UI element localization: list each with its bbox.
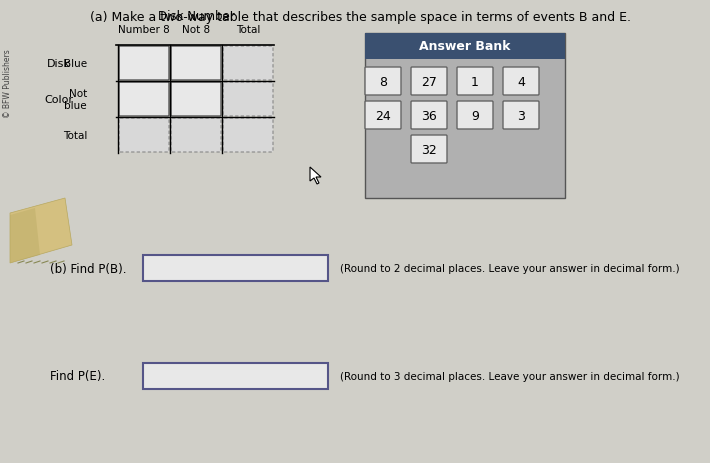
Text: 8: 8 [379, 75, 387, 88]
Text: 32: 32 [421, 143, 437, 156]
Polygon shape [310, 168, 321, 185]
Text: (Round to 2 decimal places. Leave your answer in decimal form.): (Round to 2 decimal places. Leave your a… [340, 263, 679, 274]
FancyBboxPatch shape [119, 47, 169, 81]
Text: Blue: Blue [64, 59, 87, 69]
Text: (b) Find P(B).: (b) Find P(B). [50, 262, 126, 275]
FancyBboxPatch shape [411, 68, 447, 96]
Text: Disk Number: Disk Number [158, 10, 234, 23]
Text: 3: 3 [517, 109, 525, 122]
FancyBboxPatch shape [171, 119, 221, 153]
Text: © BFW Publishers: © BFW Publishers [4, 50, 13, 118]
FancyBboxPatch shape [365, 34, 565, 199]
Text: Number 8: Number 8 [118, 25, 170, 35]
FancyBboxPatch shape [119, 83, 169, 117]
FancyBboxPatch shape [365, 102, 401, 130]
FancyBboxPatch shape [365, 68, 401, 96]
FancyBboxPatch shape [119, 119, 169, 153]
Text: 36: 36 [421, 109, 437, 122]
Text: Disk: Disk [47, 59, 71, 69]
FancyBboxPatch shape [171, 83, 221, 117]
FancyBboxPatch shape [457, 102, 493, 130]
Text: (a) Make a two-way table that describes the sample space in terms of events B an: (a) Make a two-way table that describes … [89, 11, 630, 24]
FancyBboxPatch shape [143, 256, 328, 282]
FancyBboxPatch shape [223, 119, 273, 153]
FancyBboxPatch shape [503, 68, 539, 96]
Text: 9: 9 [471, 109, 479, 122]
Text: 4: 4 [517, 75, 525, 88]
Text: Not
blue: Not blue [65, 89, 87, 111]
Text: (Round to 3 decimal places. Leave your answer in decimal form.): (Round to 3 decimal places. Leave your a… [340, 371, 679, 381]
FancyBboxPatch shape [223, 83, 273, 117]
FancyBboxPatch shape [411, 136, 447, 163]
Polygon shape [10, 208, 40, 263]
Text: Total: Total [62, 131, 87, 141]
Text: Total: Total [236, 25, 260, 35]
FancyBboxPatch shape [171, 47, 221, 81]
Text: Not 8: Not 8 [182, 25, 210, 35]
Text: 24: 24 [375, 109, 391, 122]
FancyBboxPatch shape [503, 102, 539, 130]
FancyBboxPatch shape [223, 47, 273, 81]
Text: 1: 1 [471, 75, 479, 88]
Text: Color: Color [45, 95, 74, 105]
FancyBboxPatch shape [143, 363, 328, 389]
Text: Answer Bank: Answer Bank [419, 40, 510, 53]
FancyBboxPatch shape [411, 102, 447, 130]
Polygon shape [10, 199, 72, 263]
Text: Find P(E).: Find P(E). [50, 369, 105, 383]
FancyBboxPatch shape [365, 34, 565, 60]
FancyBboxPatch shape [457, 68, 493, 96]
Text: 27: 27 [421, 75, 437, 88]
